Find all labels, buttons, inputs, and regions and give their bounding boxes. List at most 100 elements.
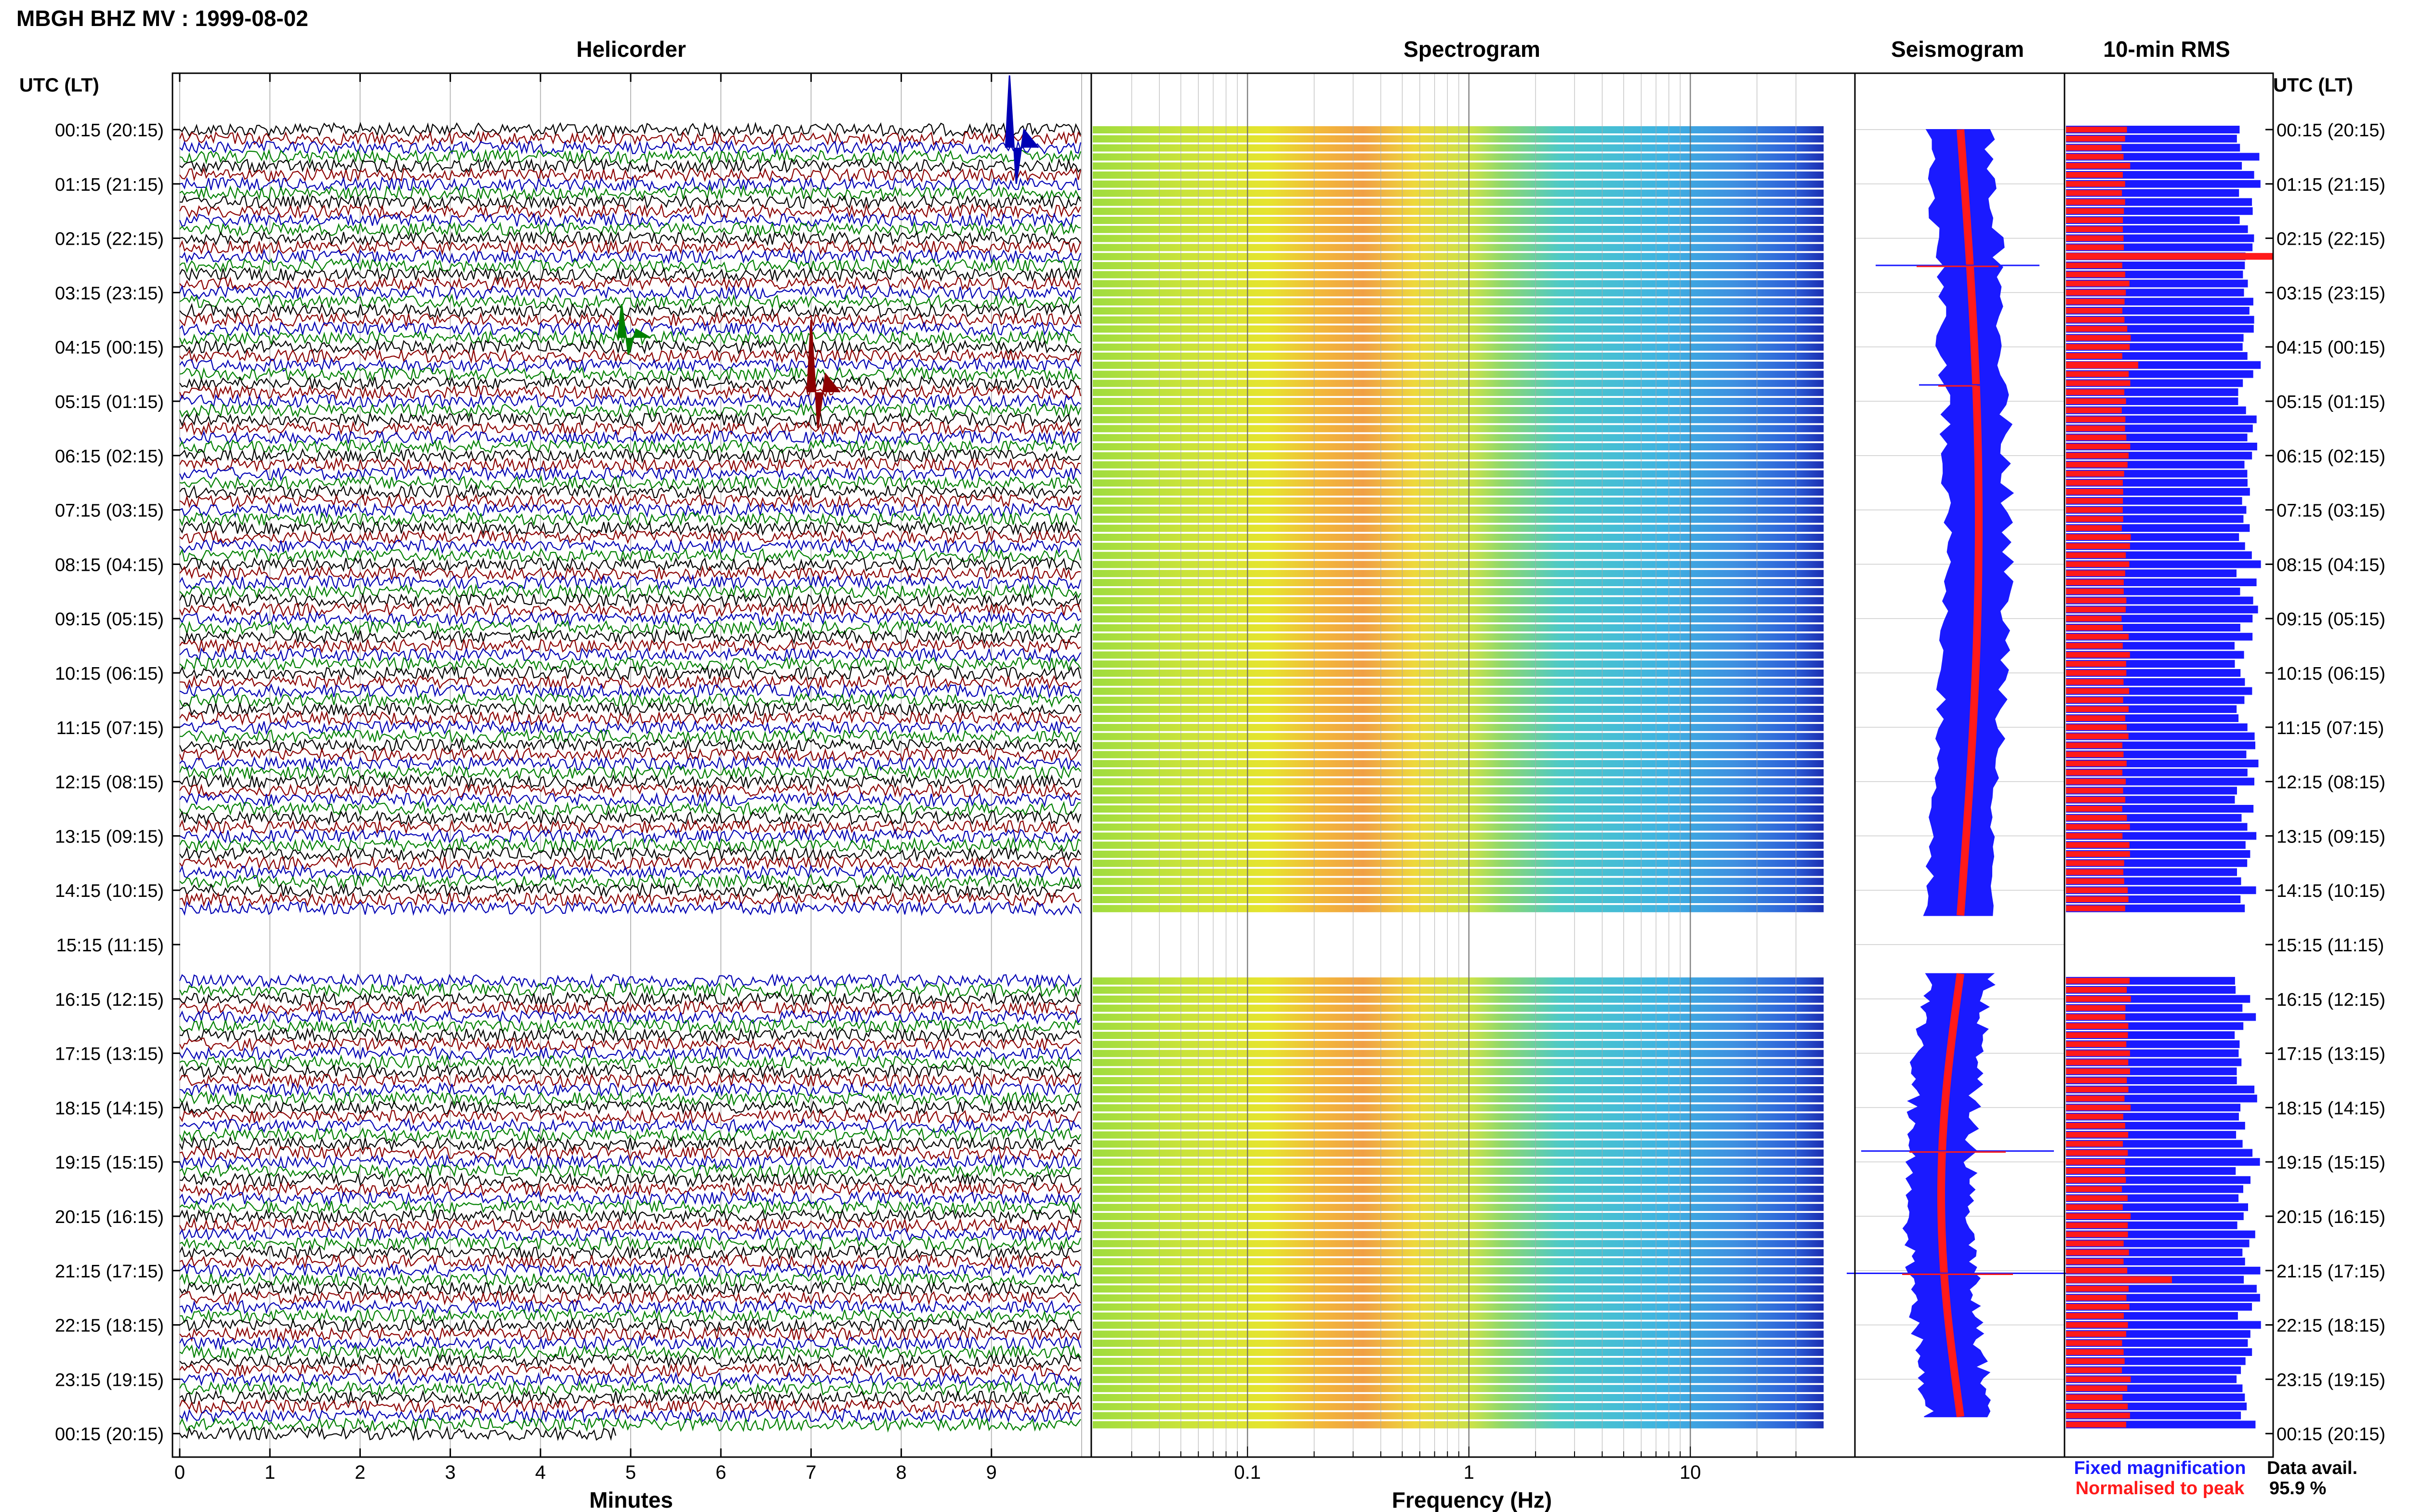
data-avail-label: Data avail. xyxy=(2267,1458,2357,1478)
time-label-left: 17:15 (13:15) xyxy=(55,1044,164,1065)
helicorder-trace xyxy=(179,818,1081,835)
time-label-right: 11:15 (07:15) xyxy=(2277,718,2384,738)
helicorder-trace xyxy=(179,1009,1081,1025)
helicorder-trace xyxy=(179,465,1081,482)
rms-bar-normalised xyxy=(2066,263,2122,268)
helicorder-trace xyxy=(179,774,1082,790)
spectrogram-row xyxy=(1093,588,1824,595)
rms-bar-normalised xyxy=(2066,905,2125,911)
time-label-left: 08:15 (04:15) xyxy=(55,555,164,575)
rms-bar-normalised xyxy=(2066,344,2130,350)
helicorder-trace xyxy=(179,1054,1081,1071)
spectrogram-row xyxy=(1093,633,1824,641)
helicorder-trace xyxy=(179,1381,1082,1396)
spectrogram-row xyxy=(1093,796,1824,804)
helicorder-trace xyxy=(179,1262,1082,1278)
helicorder-trace xyxy=(179,1344,1081,1360)
rms-bar-normalised xyxy=(2066,271,2125,277)
right-axis-title: UTC (LT) xyxy=(2273,75,2353,96)
spectrogram-row xyxy=(1093,1412,1824,1420)
time-label-right: 08:15 (04:15) xyxy=(2277,555,2385,575)
rms-bar-normalised xyxy=(2066,416,2126,422)
time-label-right: 03:15 (23:15) xyxy=(2277,283,2385,303)
rms-bar-normalised xyxy=(2066,588,2124,594)
spectrogram-row xyxy=(1093,488,1824,496)
helicorder-trace xyxy=(179,846,1081,863)
rms-bar-normalised xyxy=(2066,1078,2127,1083)
spectrogram-row xyxy=(1093,1394,1824,1401)
helicorder-trace xyxy=(179,203,1081,220)
time-label-left: 01:15 (21:15) xyxy=(55,175,164,195)
rms-bar-normalised xyxy=(2066,552,2126,558)
time-label-left: 22:15 (18:15) xyxy=(55,1316,164,1336)
rms-bar-normalised xyxy=(2066,1186,2122,1192)
spectrogram-title: Spectrogram xyxy=(1403,37,1540,62)
helicorder-trace xyxy=(179,737,1081,754)
helicorder-trace xyxy=(179,1299,1081,1315)
helicorder-title: Helicorder xyxy=(576,37,686,62)
helicorder-trace xyxy=(179,656,1081,672)
rms-bar-normalised xyxy=(2066,244,2124,250)
spectrogram-row xyxy=(1093,525,1824,532)
rms-bar-normalised xyxy=(2066,1259,2124,1264)
spectrogram-row xyxy=(1093,1195,1824,1202)
spectrogram-row xyxy=(1093,1131,1824,1139)
spectrogram-row xyxy=(1093,723,1824,731)
spectrogram-row xyxy=(1093,1340,1824,1347)
helicorder-trace xyxy=(179,1181,1081,1197)
spectrogram-xlabel: Frequency (Hz) xyxy=(1392,1487,1552,1512)
helicorder-trace xyxy=(179,167,1082,183)
spectrogram-row xyxy=(1093,1276,1824,1284)
spectrogram-row xyxy=(1093,370,1824,378)
spectrogram-row xyxy=(1093,751,1824,759)
time-label-right: 15:15 (11:15) xyxy=(2277,935,2384,956)
rms-title: 10-min RMS xyxy=(2103,37,2230,62)
spectrogram-row xyxy=(1093,769,1824,776)
time-label-left: 16:15 (12:15) xyxy=(55,990,164,1010)
spectrogram-row xyxy=(1093,1222,1824,1229)
time-label-left: 03:15 (23:15) xyxy=(55,283,164,303)
helicorder-trace xyxy=(179,556,1081,572)
helicorder-trace xyxy=(179,475,1081,491)
rms-bar-normalised xyxy=(2066,371,2129,377)
helicorder-tick-label: 4 xyxy=(535,1462,546,1483)
helicorder-trace xyxy=(179,1244,1081,1261)
spectrogram-row xyxy=(1093,787,1824,795)
helicorder-trace xyxy=(179,583,1081,600)
spectrogram-row xyxy=(1093,1249,1824,1257)
legend-fixed-magnification: Fixed magnification xyxy=(2074,1458,2246,1478)
rms-bar-normalised xyxy=(2066,1114,2123,1120)
rms-bar-normalised xyxy=(2066,652,2130,658)
rms-bar-normalised xyxy=(2066,896,2129,902)
helicorder-trace xyxy=(179,1426,617,1442)
seismogram-normalised-trace xyxy=(1957,129,1983,916)
spectrogram-row xyxy=(1093,1113,1824,1121)
rms-bar-normalised xyxy=(2066,398,2126,404)
data-avail-value: 95.9 % xyxy=(2269,1478,2326,1499)
rms-bar-normalised xyxy=(2066,1322,2128,1328)
rms-panel xyxy=(2066,126,2273,1429)
rms-bar-normalised xyxy=(2066,1032,2128,1038)
rms-bar-normalised xyxy=(2066,489,2123,495)
spectrogram-row xyxy=(1093,380,1824,387)
rms-bar-normalised xyxy=(2066,190,2122,196)
spectrogram-row xyxy=(1093,814,1824,822)
time-label-left: 23:15 (19:15) xyxy=(55,1370,164,1390)
spectrogram-panel xyxy=(1093,73,1824,1457)
helicorder-trace xyxy=(179,1081,1082,1097)
spectrogram-row xyxy=(1093,995,1824,1003)
rms-bar-normalised xyxy=(2066,579,2124,585)
helicorder-trace xyxy=(179,1036,1081,1052)
helicorder-trace xyxy=(179,1127,1081,1143)
spectrogram-row xyxy=(1093,1004,1824,1012)
helicorder-tick-label: 9 xyxy=(986,1462,997,1483)
helicorder-trace xyxy=(179,1199,1081,1215)
spectrogram-row xyxy=(1093,253,1824,261)
helicorder-tick-label: 2 xyxy=(355,1462,365,1483)
rms-bar-normalised xyxy=(2066,145,2122,151)
rms-bar-normalised xyxy=(2066,1141,2123,1147)
rms-bar-normalised xyxy=(2066,361,2138,368)
spectrogram-row xyxy=(1093,697,1824,704)
spectrogram-row xyxy=(1093,307,1824,315)
rms-bar-normalised xyxy=(2066,561,2130,567)
